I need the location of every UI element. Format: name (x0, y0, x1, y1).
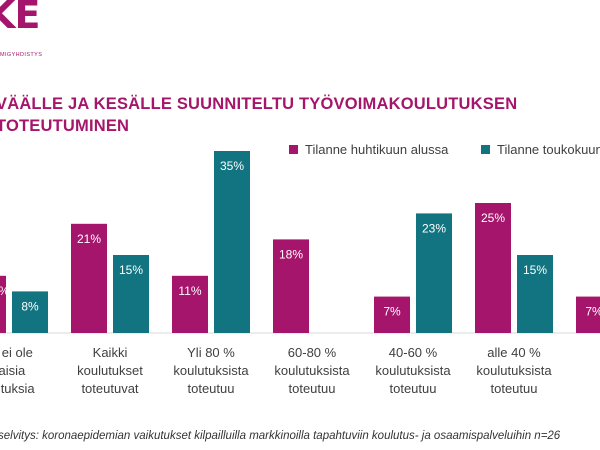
category-label-3-1: koulutuksista (274, 363, 350, 378)
bar-1-2 (172, 275, 208, 333)
legend-label-series-2: Tilanne toukokuun (497, 142, 600, 157)
bar-2-1 (113, 255, 149, 333)
category-label-1-0: Kaikki (93, 345, 128, 360)
bar-1-3 (273, 239, 309, 333)
bar-2-5 (517, 255, 553, 333)
data-label-1-4: 7% (383, 305, 401, 319)
logo-text: KE (0, 0, 40, 37)
chart-title: VÄÄLLE JA KESÄLLE SUUNNITELTU TYÖVOIMAKO… (0, 93, 556, 137)
source-footnote: selvitys: koronaepidemian vaikutukset ki… (0, 430, 561, 442)
category-label-4-2: toteutuu (390, 381, 437, 396)
legend-swatch-series-2 (481, 145, 490, 154)
category-label-5-1: koulutuksista (476, 363, 552, 378)
chart-title-line-2: TOTEUTUMINEN (0, 117, 130, 135)
data-label-2-1: 15% (119, 263, 143, 277)
data-label-1-6: 7% (585, 305, 600, 319)
category-label-4-1: koulutuksista (375, 363, 451, 378)
legend-item-series-1: Tilanne huhtikuun alussa (289, 142, 448, 157)
category-label-1-1: koulutukset (77, 363, 143, 378)
category-label-0-2: ulutuksia (0, 381, 35, 396)
category-label-2-2: toteutuu (188, 381, 235, 396)
logo-subtitle: MIGYHDISTYS (0, 52, 43, 58)
category-label-0-0: llä ei ole (0, 345, 33, 360)
legend-label-series-1: Tilanne huhtikuun alussa (305, 142, 449, 157)
bar-1-5 (475, 203, 511, 333)
bar-2-0 (12, 291, 48, 333)
bar-1-0 (0, 275, 6, 333)
data-label-1-1: 21% (77, 232, 101, 246)
legend-swatch-series-1 (289, 145, 298, 154)
data-label-1-0: % (0, 284, 10, 298)
data-label-2-0: 8% (21, 299, 39, 313)
category-label-2-0: Yli 80 % (187, 345, 235, 360)
data-label-2-4: 23% (422, 221, 446, 235)
category-label-0-1: llaisia (0, 363, 26, 378)
bar-2-2 (214, 151, 250, 333)
bar-1-6 (576, 296, 600, 333)
data-label-2-5: 15% (523, 263, 547, 277)
category-label-4-0: 40-60 % (389, 345, 438, 360)
logo: KE MIGYHDISTYS (0, 0, 120, 70)
category-label-1-2: toteutuvat (81, 381, 138, 396)
category-label-5-2: toteutuu (491, 381, 538, 396)
data-label-1-3: 18% (279, 247, 303, 261)
data-label-2-2: 35% (220, 159, 244, 173)
category-label-2-1: koulutuksista (173, 363, 249, 378)
chart-title-line-1: VÄÄLLE JA KESÄLLE SUUNNITELTU TYÖVOIMAKO… (0, 95, 518, 113)
data-label-1-2: 11% (178, 284, 201, 298)
data-label-1-5: 25% (481, 211, 505, 225)
bar-1-4 (374, 296, 410, 333)
bar-1-1 (71, 223, 107, 333)
category-label-3-2: toteutuu (289, 381, 336, 396)
legend-item-series-2: Tilanne toukokuun (481, 142, 600, 157)
category-label-5-0: alle 40 % (487, 345, 541, 360)
category-label-3-0: 60-80 % (288, 345, 337, 360)
bar-2-4 (416, 213, 452, 333)
